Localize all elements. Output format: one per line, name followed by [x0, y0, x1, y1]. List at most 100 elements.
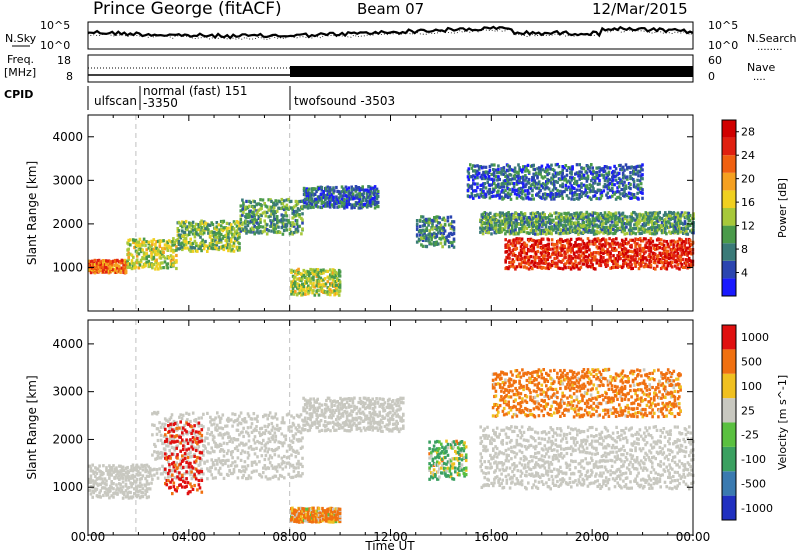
- echo-cell: [469, 175, 472, 179]
- echo-cell: [345, 188, 349, 192]
- echo-cell: [201, 232, 204, 236]
- echo-cell: [331, 283, 335, 287]
- echo-cell: [531, 246, 534, 250]
- echo-cell: [351, 192, 355, 196]
- echo-cell: [554, 211, 558, 215]
- echo-cell: [550, 220, 553, 224]
- echo-cell: [436, 215, 440, 219]
- echo-cell: [678, 267, 681, 271]
- echo-cell: [259, 427, 262, 431]
- echo-cell: [526, 231, 530, 235]
- echo-cell: [209, 433, 212, 437]
- echo-cell: [556, 180, 559, 184]
- echo-cell: [614, 178, 618, 182]
- echo-cell: [123, 473, 126, 477]
- echo-cell: [222, 234, 226, 239]
- echo-cell: [438, 216, 441, 220]
- echo-cell: [501, 226, 504, 231]
- echo-cell: [602, 166, 606, 171]
- echo-cell: [509, 242, 513, 246]
- echo-cell: [199, 223, 202, 228]
- echo-cell: [267, 413, 271, 417]
- echo-cell: [549, 212, 552, 216]
- echo-cell: [233, 412, 237, 417]
- echo-cell: [676, 247, 680, 251]
- echo-cell: [200, 436, 203, 440]
- echo-cell: [679, 213, 682, 217]
- echo-cell: [549, 195, 552, 199]
- echo-cell: [96, 495, 100, 499]
- echo-cell: [669, 224, 672, 228]
- echo-cell: [505, 218, 509, 222]
- echo-cell: [245, 216, 248, 220]
- echo-cell: [207, 231, 210, 235]
- echo-cell: [565, 219, 569, 223]
- echo-cell: [421, 228, 425, 232]
- echo-cell: [319, 276, 323, 280]
- echo-cell: [154, 411, 157, 415]
- echo-cell: [217, 444, 221, 448]
- echo-cell: [531, 182, 534, 186]
- echo-cell: [569, 255, 573, 259]
- echo-cell: [517, 171, 520, 175]
- echo-cell: [586, 237, 590, 241]
- echo-cell: [309, 286, 312, 290]
- echo-cell: [241, 476, 244, 480]
- echo-cell: [120, 469, 124, 473]
- echo-cell: [115, 488, 118, 492]
- echo-cell: [602, 231, 605, 235]
- echo-cell: [165, 435, 168, 439]
- echo-cell: [573, 211, 576, 216]
- echo-cell: [210, 423, 213, 427]
- echo-cell: [596, 237, 600, 241]
- echo-cell: [191, 474, 195, 478]
- echo-cell: [564, 252, 567, 256]
- echo-cell: [116, 270, 119, 274]
- echo-cell: [687, 256, 691, 261]
- echo-cell: [320, 286, 324, 291]
- echo-cell: [588, 218, 591, 222]
- echo-cell: [227, 449, 230, 453]
- echo-cell: [682, 213, 685, 217]
- echo-cell: [541, 222, 545, 227]
- echo-cell: [634, 232, 638, 236]
- echo-cell: [351, 194, 355, 198]
- echo-cell: [466, 175, 470, 179]
- echo-cell: [165, 418, 168, 422]
- echo-cell: [263, 449, 267, 453]
- echo-cell: [130, 267, 134, 271]
- echo-cell: [641, 168, 644, 172]
- echo-cell: [219, 240, 223, 244]
- echo-cell: [580, 170, 583, 174]
- echo-cell: [494, 223, 498, 227]
- echo-cell: [548, 231, 551, 235]
- echo-cell: [656, 212, 660, 216]
- echo-cell: [606, 260, 609, 264]
- echo-cell: [513, 173, 517, 177]
- echo-cell: [191, 224, 195, 228]
- echo-band-7: [479, 210, 695, 236]
- echo-cell: [614, 190, 618, 194]
- echo-cell: [554, 231, 558, 235]
- echo-cell: [159, 253, 163, 257]
- echo-cell: [238, 443, 241, 447]
- echo-cell: [264, 475, 268, 479]
- echo-cell: [549, 226, 552, 230]
- echo-cell: [648, 211, 652, 215]
- echo-cell: [512, 221, 516, 225]
- echo-cell: [500, 185, 503, 189]
- echo-cell: [534, 239, 538, 243]
- echo-cell: [544, 220, 548, 224]
- echo-cell: [546, 216, 549, 220]
- echo-cell: [570, 188, 573, 193]
- echo-cell: [127, 470, 131, 474]
- echo-cell: [536, 192, 539, 196]
- echo-cell: [290, 283, 293, 287]
- echo-cell: [505, 193, 509, 197]
- echo-cell: [609, 215, 612, 219]
- echo-cell: [502, 196, 506, 200]
- echo-cell: [344, 185, 348, 189]
- echo-cell: [614, 214, 618, 218]
- echo-cell: [301, 199, 304, 203]
- echo-cell: [289, 199, 293, 203]
